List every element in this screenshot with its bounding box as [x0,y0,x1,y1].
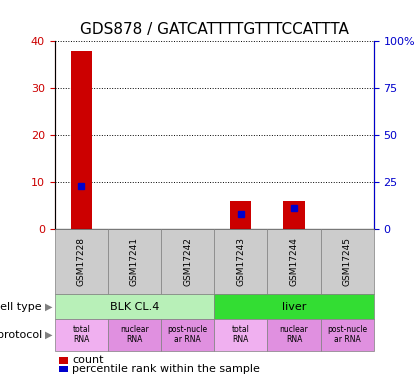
Title: GDS878 / GATCATTTTGTTTCCATTTA: GDS878 / GATCATTTTGTTTCCATTTA [80,22,349,37]
Text: GSM17242: GSM17242 [183,237,192,286]
Text: GSM17241: GSM17241 [130,237,139,286]
Bar [71,51,92,229]
Text: percentile rank within the sample: percentile rank within the sample [72,364,260,374]
Text: total
RNA: total RNA [232,325,250,344]
Text: GSM17244: GSM17244 [289,237,299,286]
Bar [230,201,252,229]
Text: GSM17245: GSM17245 [343,237,352,286]
Text: post-nucle
ar RNA: post-nucle ar RNA [168,325,207,344]
Text: count: count [72,356,104,365]
Text: ▶: ▶ [45,302,52,312]
Text: protocol: protocol [0,330,42,340]
Text: ▶: ▶ [45,330,52,340]
Text: nuclear
RNA: nuclear RNA [280,325,308,344]
Text: nuclear
RNA: nuclear RNA [120,325,149,344]
Text: BLK CL.4: BLK CL.4 [110,302,159,312]
Text: post-nucle
ar RNA: post-nucle ar RNA [327,325,367,344]
Text: cell type: cell type [0,302,42,312]
Text: GSM17243: GSM17243 [236,237,245,286]
Bar [284,201,304,229]
Text: GSM17228: GSM17228 [77,237,86,286]
Text: liver: liver [282,302,306,312]
Text: total
RNA: total RNA [72,325,90,344]
